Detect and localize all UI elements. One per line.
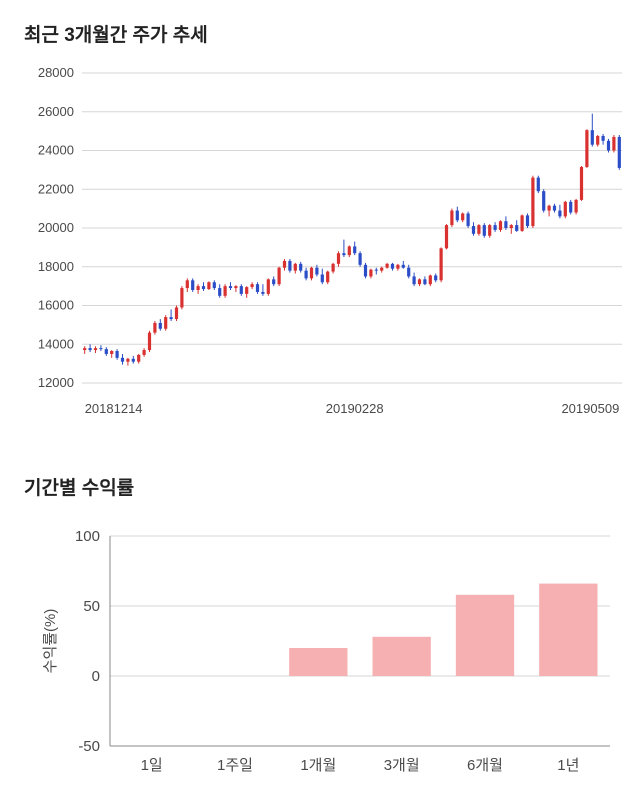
bar-chart: -50 0 50 100 수익률(%) 1일 1주일 1개월 3개월 6개월 1년 (10, 516, 630, 796)
svg-text:12000: 12000 (38, 375, 74, 390)
svg-text:18000: 18000 (38, 259, 74, 274)
svg-text:28000: 28000 (38, 65, 74, 80)
svg-text:수익률(%): 수익률(%) (42, 609, 59, 674)
svg-text:1일: 1일 (141, 757, 163, 774)
svg-text:1년: 1년 (557, 757, 579, 774)
svg-text:20190509: 20190509 (561, 401, 619, 416)
svg-text:3개월: 3개월 (384, 757, 420, 774)
candlestick-chart: 12000 14000 16000 18000 20000 22000 24000 26000… (10, 63, 630, 443)
svg-text:6개월: 6개월 (467, 757, 503, 774)
svg-text:20000: 20000 (38, 220, 74, 235)
candlestick-section: 최근 3개월간 주가 추세 12000 14000 16000 18000 20000 2… (10, 20, 630, 443)
svg-text:16000: 16000 (38, 298, 74, 313)
svg-text:50: 50 (83, 598, 100, 615)
svg-text:-50: -50 (78, 738, 100, 755)
svg-text:20190228: 20190228 (326, 401, 384, 416)
candlestick-title: 최근 3개월간 주가 추세 (24, 20, 630, 47)
svg-text:24000: 24000 (38, 143, 74, 158)
svg-text:26000: 26000 (38, 104, 74, 119)
svg-text:1주일: 1주일 (217, 757, 253, 774)
svg-text:0: 0 (92, 668, 100, 685)
bar-title: 기간별 수익률 (24, 473, 630, 500)
svg-text:1개월: 1개월 (300, 757, 336, 774)
svg-text:20181214: 20181214 (85, 401, 143, 416)
svg-text:100: 100 (75, 528, 100, 545)
candlestick-svg: 12000 14000 16000 18000 20000 22000 24000 26000… (10, 63, 630, 443)
svg-text:22000: 22000 (38, 181, 74, 196)
bar-svg: -50 0 50 100 수익률(%) 1일 1주일 1개월 3개월 6개월 1년 (10, 516, 630, 796)
bar-section: 기간별 수익률 -50 0 50 100 수익률(%) 1일 1주일 1개월 3개월 6개월 1년 (10, 473, 630, 796)
svg-text:14000: 14000 (38, 336, 74, 351)
